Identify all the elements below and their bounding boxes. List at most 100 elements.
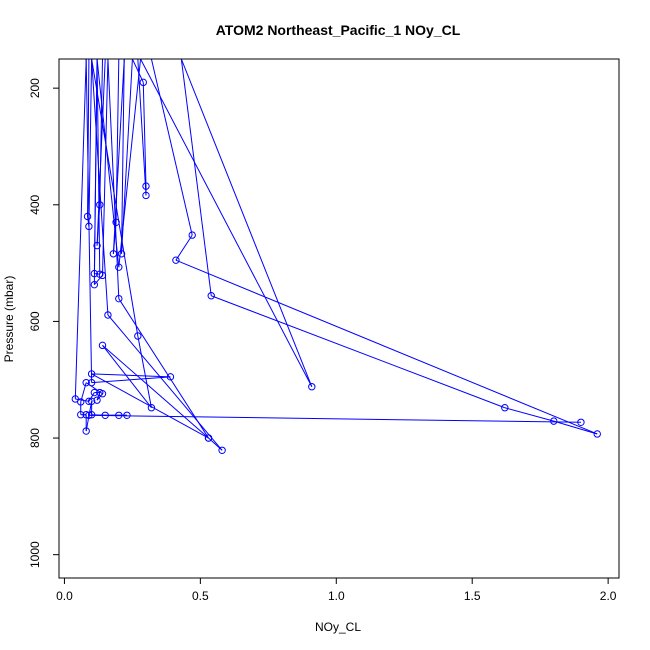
x-axis-label: NOy_CL [315, 620, 361, 634]
series-segment [85, 59, 93, 383]
data-point [98, 390, 107, 398]
series-segment [137, 335, 152, 408]
series-segment [180, 59, 212, 296]
series-segment [504, 407, 554, 422]
y-tick-label: 200 [28, 78, 42, 98]
x-tick-label: 1.0 [328, 589, 345, 603]
data-point [577, 418, 585, 426]
x-tick-label: 0.0 [56, 589, 73, 603]
data-point [593, 430, 601, 438]
series-segment [180, 59, 313, 387]
data-point [101, 411, 109, 420]
series-segment [93, 59, 98, 285]
data-point [93, 396, 101, 404]
series-segment [75, 398, 89, 402]
series-segment [107, 314, 223, 451]
y-tick-label: 400 [28, 194, 42, 214]
data-point [112, 218, 120, 226]
data-point [77, 398, 85, 406]
series-segment [211, 295, 506, 409]
series-segment [74, 59, 87, 399]
x-tick-label: 1.5 [464, 589, 481, 603]
plot-area [71, 59, 601, 454]
data-point [77, 411, 85, 419]
data-point [134, 332, 142, 340]
data-point [115, 294, 123, 303]
chart-title: ATOM2 Northeast_Pacific_1 NOy_CL [216, 22, 461, 38]
data-point [96, 201, 104, 209]
data-point [188, 231, 196, 239]
series-segment [102, 345, 152, 409]
series-segment [96, 59, 106, 246]
series-segment [107, 59, 120, 299]
data-point [83, 212, 92, 221]
series-segment [175, 259, 598, 435]
data-point [87, 370, 96, 378]
series-segment [96, 59, 120, 268]
x-tick-label: 0.5 [192, 589, 209, 603]
data-point [85, 411, 93, 420]
series-segment [553, 420, 598, 435]
y-axis: 200 400 600 800 1000 [28, 78, 59, 568]
data-point [90, 388, 99, 397]
data-point [166, 373, 175, 381]
y-tick-label: 1000 [28, 541, 42, 568]
series-segment [91, 373, 209, 439]
y-tick-label: 800 [28, 428, 42, 448]
series-segment [137, 59, 147, 196]
data-point [82, 427, 90, 435]
data-point [501, 404, 509, 412]
series-segment [87, 59, 90, 217]
data-point [115, 263, 123, 271]
data-point [104, 311, 112, 319]
data-point [87, 397, 96, 406]
series-segment [118, 59, 142, 268]
series-segment [88, 59, 93, 227]
data-point [142, 191, 150, 200]
series-segment [142, 82, 147, 187]
series-segment [121, 59, 125, 254]
data-point [139, 78, 147, 87]
series-segment [102, 344, 209, 439]
data-point [172, 256, 180, 264]
x-axis: 0.0 0.5 1.0 1.5 2.0 [56, 578, 617, 603]
series-segment [118, 298, 209, 439]
data-point [90, 269, 99, 278]
data-point [82, 411, 90, 419]
series-segment [175, 234, 193, 261]
series-segment [88, 414, 581, 423]
data-point [85, 222, 93, 231]
data-point [82, 378, 90, 387]
series-segment [91, 59, 139, 337]
data-point [90, 280, 99, 289]
series-segment [88, 392, 95, 402]
y-axis-label: Pressure (mbar) [2, 276, 16, 363]
data-point [109, 250, 118, 258]
data-point [93, 241, 101, 250]
series-segment [91, 59, 109, 316]
x-tick-label: 2.0 [600, 589, 617, 603]
series-segment [140, 59, 313, 387]
data-point [115, 411, 123, 420]
data-point [218, 446, 226, 454]
data-point [98, 341, 107, 350]
series-segment [91, 376, 171, 384]
series-segment [91, 373, 171, 378]
data-point [308, 383, 316, 391]
data-point [147, 404, 156, 412]
data-point [204, 434, 213, 442]
data-point [98, 271, 107, 280]
data-point [117, 250, 126, 258]
data-point [87, 411, 96, 419]
series-segment [131, 59, 144, 83]
data-point [87, 378, 96, 387]
data-point [207, 292, 215, 300]
data-point [123, 411, 131, 420]
data-point [85, 397, 93, 406]
series-segment [150, 59, 193, 236]
data-point [550, 417, 558, 425]
y-tick-label: 600 [28, 311, 42, 331]
plot-frame [58, 58, 620, 579]
data-point [142, 182, 150, 190]
